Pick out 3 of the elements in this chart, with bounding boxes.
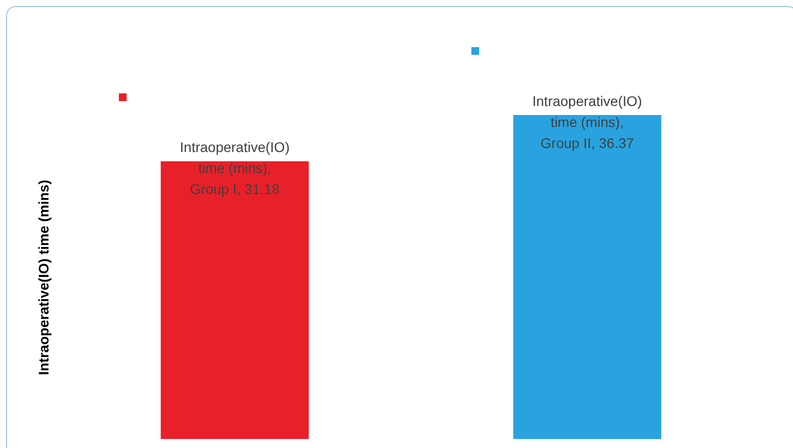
data-label: Intraoperative(IO) time (mins), Group II, 36.37 [532, 93, 642, 151]
data-label: Intraoperative(IO) time (mins), Group I, 31.18 [180, 139, 290, 198]
y-axis-title: Intraoperative(IO) time (mins) [36, 180, 52, 376]
